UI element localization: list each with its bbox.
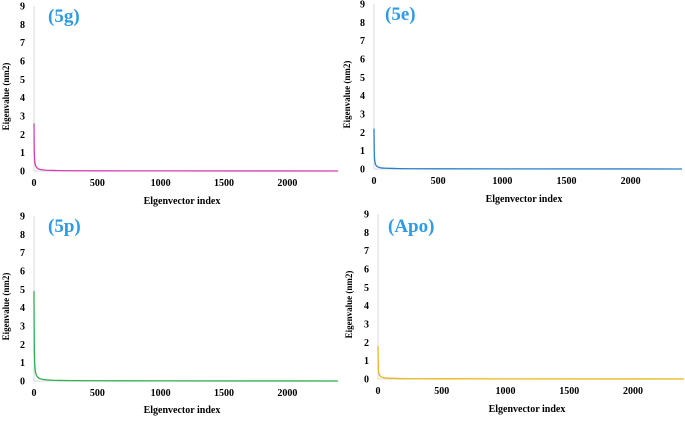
y-tick-label: 8	[20, 20, 25, 31]
y-tick-label: 3	[360, 110, 365, 121]
x-axis-label: Elgenvector index	[486, 194, 563, 205]
series-line	[377, 345, 685, 380]
x-tick-label: 500	[431, 176, 446, 187]
y-tick-label: 2	[364, 338, 369, 349]
y-tick-label: 1	[20, 148, 25, 159]
y-tick-label: 7	[20, 248, 25, 259]
x-axis-label: Elgenvector index	[144, 405, 221, 416]
y-tick-label: 0	[364, 375, 369, 386]
y-tick-label: 8	[20, 230, 25, 241]
x-tick-label: 0	[372, 176, 377, 187]
x-tick-label: 2000	[277, 388, 297, 399]
x-tick-label: 2000	[277, 178, 297, 189]
y-tick-label: 4	[20, 303, 25, 314]
y-tick-label: 9	[364, 210, 369, 221]
y-tick-label: 7	[364, 246, 369, 257]
panel-title: (5e)	[385, 4, 416, 25]
x-tick-label: 500	[434, 386, 449, 397]
x-axis-label: Elgenvector index	[489, 404, 566, 415]
y-tick-label: 1	[20, 358, 25, 369]
y-tick-label: 0	[360, 165, 365, 176]
panel-apo: 0 1 2 3 4 5 6 7 8 9 0 500 1000 1500 2000 Elgenvector in…	[344, 210, 685, 415]
y-tick-label: 6	[20, 267, 25, 278]
y-tick-label: 4	[364, 301, 369, 312]
y-axis-label: Eigenvalue (nm2)	[342, 61, 352, 129]
y-tick-label: 3	[20, 322, 25, 333]
y-axis-label: Eigenvalue (nm2)	[1, 273, 11, 341]
panel-5g: 0 1 2 3 4 5 6 7 8 9 0 500 1000 1500 2000 Elgenvector in…	[1, 2, 339, 207]
x-tick-label: 1000	[492, 176, 512, 187]
x-tick-label: 500	[90, 178, 105, 189]
x-tick-label: 1500	[214, 178, 234, 189]
y-tick-label: 5	[20, 285, 25, 296]
x-tick-label: 0	[376, 386, 381, 397]
x-tick-label: 1500	[559, 386, 579, 397]
y-tick-label: 4	[20, 93, 25, 104]
x-tick-label: 2000	[621, 176, 641, 187]
y-tick-label: 0	[20, 377, 25, 388]
series-line	[33, 123, 339, 172]
x-tick-label: 2000	[623, 386, 643, 397]
y-tick-label: 2	[360, 128, 365, 139]
y-tick-label: 1	[364, 356, 369, 367]
series-line	[373, 128, 683, 170]
x-tick-label: 0	[32, 178, 37, 189]
x-tick-label: 1500	[557, 176, 577, 187]
y-tick-label: 3	[20, 112, 25, 123]
panel-5e: 0 1 2 3 4 5 6 7 8 9 0 500 1000 1500 2000 Elgenvector in…	[342, 0, 683, 205]
x-axis-label: Elgenvector index	[144, 196, 221, 207]
y-tick-label: 8	[364, 228, 369, 239]
y-axis-label: Eigenvalue (nm2)	[344, 271, 354, 339]
y-tick-label: 7	[360, 36, 365, 47]
y-tick-label: 6	[364, 265, 369, 276]
y-tick-label: 4	[360, 91, 365, 102]
x-tick-label: 1500	[214, 388, 234, 399]
panel-5p: 0 1 2 3 4 5 6 7 8 9 0 500 1000 1500 2000 Elgenvector in…	[1, 212, 339, 416]
x-tick-label: 0	[32, 388, 37, 399]
y-tick-label: 9	[20, 2, 25, 13]
x-tick-label: 500	[90, 388, 105, 399]
y-tick-label: 2	[20, 130, 25, 141]
x-tick-label: 1000	[496, 386, 516, 397]
y-tick-label: 7	[20, 38, 25, 49]
y-tick-label: 3	[364, 320, 369, 331]
y-tick-label: 1	[360, 146, 365, 157]
panel-title: (5p)	[48, 216, 81, 237]
x-tick-label: 1000	[151, 178, 171, 189]
y-tick-label: 2	[20, 340, 25, 351]
y-tick-label: 9	[20, 212, 25, 223]
y-tick-label: 5	[364, 283, 369, 294]
x-tick-label: 1000	[151, 388, 171, 399]
y-tick-label: 6	[20, 57, 25, 68]
y-tick-label: 8	[360, 18, 365, 29]
y-axis-label: Eigenvalue (nm2)	[1, 63, 11, 131]
y-tick-label: 9	[360, 0, 365, 11]
series-line	[33, 291, 339, 382]
panel-title: (Apo)	[388, 216, 434, 237]
y-tick-label: 5	[20, 75, 25, 86]
y-tick-label: 6	[360, 55, 365, 66]
panel-title: (5g)	[48, 6, 80, 27]
y-tick-label: 0	[20, 167, 25, 178]
y-tick-label: 5	[360, 73, 365, 84]
